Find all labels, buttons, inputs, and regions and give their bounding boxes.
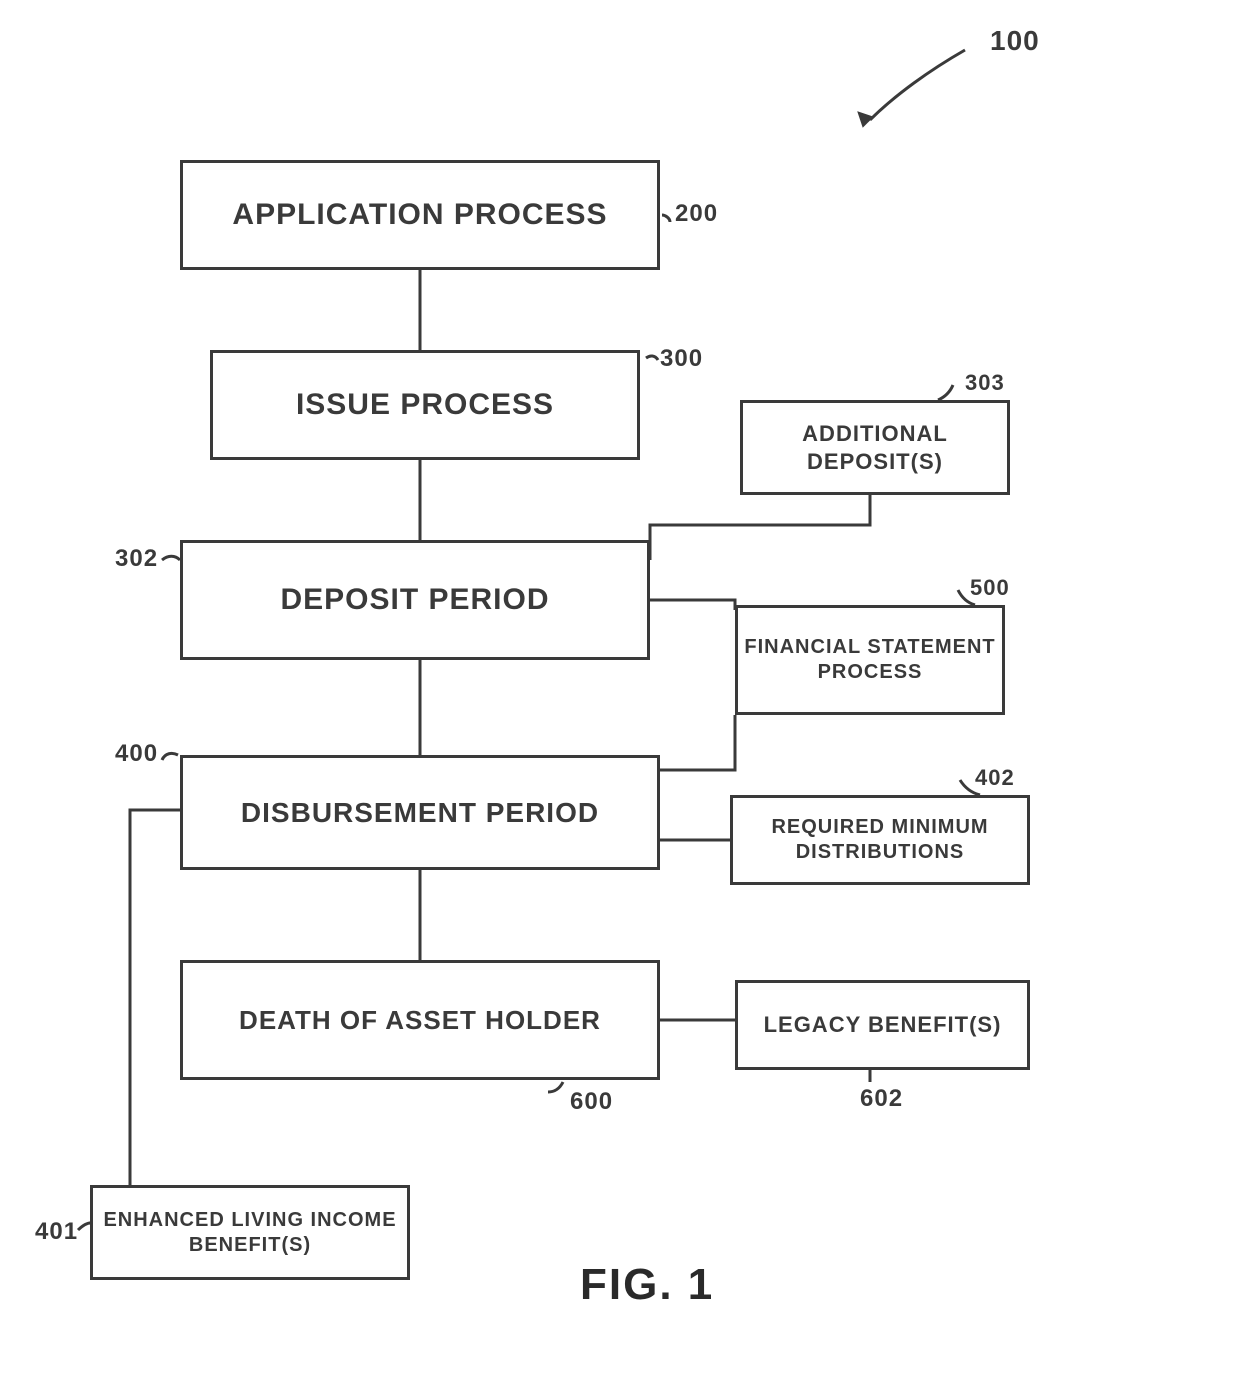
ref-label: 200 xyxy=(675,200,718,228)
box-disbursement-period: DISBURSEMENT PERIOD xyxy=(180,755,660,870)
ref-label: 602 xyxy=(860,1085,903,1113)
box-label: REQUIRED MINIMUM DISTRIBUTIONS xyxy=(739,815,1021,865)
box-label: DEATH OF ASSET HOLDER xyxy=(239,1004,601,1037)
box-application-process: APPLICATION PROCESS xyxy=(180,160,660,270)
box-financial-statement-process: FINANCIAL STATEMENT PROCESS xyxy=(735,605,1005,715)
box-label: FINANCIAL STATEMENT PROCESS xyxy=(744,635,996,685)
box-label: LEGACY BENEFIT(S) xyxy=(764,1011,1002,1039)
diagram-canvas: APPLICATION PROCESS ISSUE PROCESS DEPOSI… xyxy=(0,0,1240,1394)
box-required-minimum-distributions: REQUIRED MINIMUM DISTRIBUTIONS xyxy=(730,795,1030,885)
box-death-of-asset-holder: DEATH OF ASSET HOLDER xyxy=(180,960,660,1080)
ref-label: 600 xyxy=(570,1088,613,1116)
ref-label: 300 xyxy=(660,345,703,373)
ref-label: 402 xyxy=(975,765,1015,791)
box-label: APPLICATION PROCESS xyxy=(232,196,607,234)
ref-label: 100 xyxy=(990,25,1040,57)
box-enhanced-living-income-benefits: ENHANCED LIVING INCOME BENEFIT(S) xyxy=(90,1185,410,1280)
ref-label: 303 xyxy=(965,370,1005,396)
ref-label: 400 xyxy=(115,740,158,768)
box-deposit-period: DEPOSIT PERIOD xyxy=(180,540,650,660)
ref-label: 500 xyxy=(970,575,1010,601)
box-label: ADDITIONAL DEPOSIT(S) xyxy=(749,420,1001,475)
box-label: ISSUE PROCESS xyxy=(296,386,554,424)
box-label: ENHANCED LIVING INCOME BENEFIT(S) xyxy=(99,1208,401,1258)
figure-caption: FIG. 1 xyxy=(580,1260,714,1310)
box-issue-process: ISSUE PROCESS xyxy=(210,350,640,460)
ref-label: 302 xyxy=(115,545,158,573)
box-label: DEPOSIT PERIOD xyxy=(280,581,549,619)
box-label: DISBURSEMENT PERIOD xyxy=(241,795,599,830)
ref-label: 401 xyxy=(35,1218,78,1246)
box-additional-deposits: ADDITIONAL DEPOSIT(S) xyxy=(740,400,1010,495)
box-legacy-benefits: LEGACY BENEFIT(S) xyxy=(735,980,1030,1070)
